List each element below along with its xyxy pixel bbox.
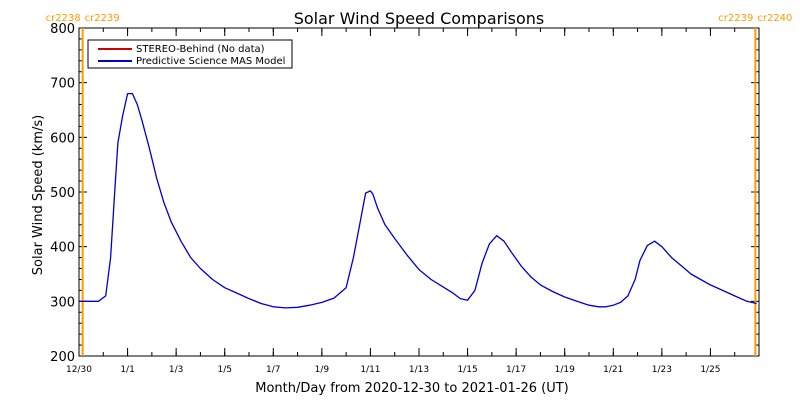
series-layer <box>79 92 757 309</box>
x-tick-label: 1/3 <box>169 365 183 375</box>
legend: STEREO-Behind (No data) Predictive Scien… <box>87 39 293 69</box>
x-axis-label: Month/Day from 2020-12-30 to 2021-01-26 … <box>255 381 568 396</box>
chart-title: Solar Wind Speed Comparisons <box>294 9 545 28</box>
legend-label-stereo: STEREO-Behind (No data) <box>136 44 265 55</box>
legend-box <box>87 39 293 69</box>
x-axis: 12/30 1/1 1/3 1/5 1/7 1/9 1/11 1/13 1/15 1/17 1/19… <box>66 28 760 375</box>
x-tick-label: 1/17 <box>506 365 526 375</box>
x-tick-label: 1/19 <box>555 365 575 375</box>
x-tick-label: 12/30 <box>66 365 92 375</box>
carrington-label-right: cr2240 <box>757 13 792 24</box>
x-tick-label: 1/9 <box>315 365 330 375</box>
carrington-label-left: cr2238 <box>46 13 81 24</box>
y-tick-label: 200 <box>50 350 75 365</box>
legend-label-mas-model: Predictive Science MAS Model <box>136 56 285 67</box>
y-tick-label: 800 <box>50 22 75 37</box>
y-tick-label: 700 <box>50 77 75 92</box>
y-axis: 200 300 400 500 600 700 800 <box>50 22 759 365</box>
series-line-mas-model <box>79 92 757 309</box>
x-tick-label: 1/7 <box>266 365 280 375</box>
y-tick-label: 400 <box>50 241 75 256</box>
x-tick-label: 1/11 <box>360 365 380 375</box>
y-tick-label: 600 <box>50 131 75 146</box>
plot-frame <box>78 27 760 357</box>
carrington-label-left: cr2239 <box>718 13 753 24</box>
y-tick-label: 300 <box>50 295 75 310</box>
carrington-label-right: cr2239 <box>85 13 120 24</box>
x-tick-label: 1/15 <box>457 365 477 375</box>
y-tick-label: 500 <box>50 186 75 201</box>
x-tick-label: 1/25 <box>700 365 720 375</box>
x-tick-label: 1/21 <box>603 365 623 375</box>
x-tick-label: 1/13 <box>409 365 429 375</box>
x-tick-label: 1/23 <box>652 365 672 375</box>
x-tick-label: 1/1 <box>120 365 134 375</box>
x-tick-label: 1/5 <box>217 365 231 375</box>
y-axis-label: Solar Wind Speed (km/s) <box>31 115 46 275</box>
